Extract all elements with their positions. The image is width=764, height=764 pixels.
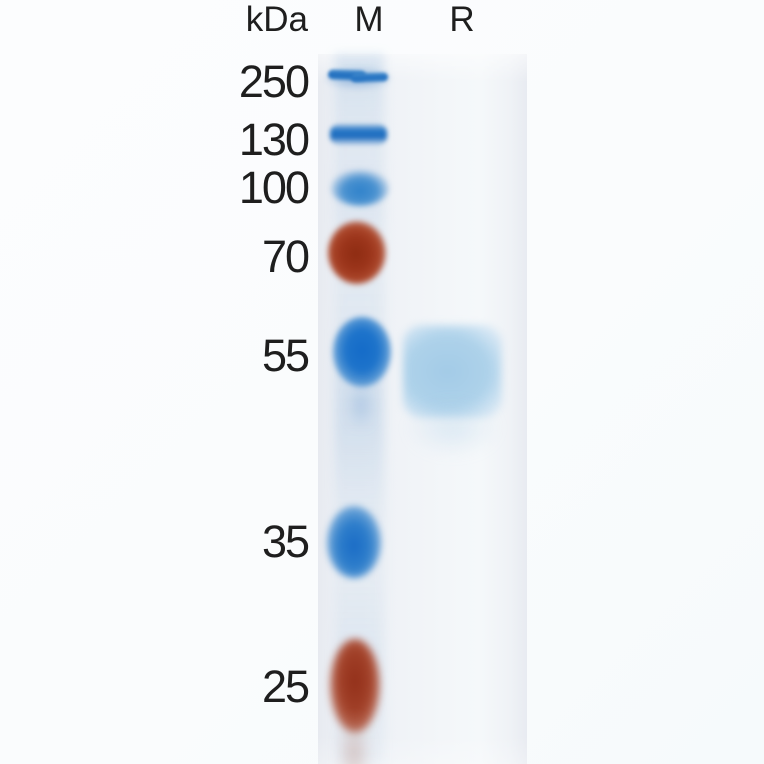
unit-label: kDa xyxy=(245,0,308,39)
sample-lane-label: R xyxy=(449,0,475,39)
marker-band-70 xyxy=(328,221,386,284)
marker-band-250-segment xyxy=(350,72,389,83)
mw-label-100: 100 xyxy=(238,162,310,213)
marker-lane-label: M xyxy=(354,0,384,39)
marker-band-35 xyxy=(327,506,381,578)
marker-lane-smear xyxy=(334,54,384,764)
sample-band xyxy=(403,325,502,418)
mw-label-250: 250 xyxy=(238,56,310,107)
marker-band-25-tail xyxy=(340,716,368,764)
marker-band-250-halo xyxy=(325,67,391,89)
marker-band-25 xyxy=(330,639,380,733)
mw-label-25: 25 xyxy=(261,661,310,712)
mw-label-130: 130 xyxy=(238,114,310,165)
mw-label-70: 70 xyxy=(261,231,310,282)
gel-strip xyxy=(318,54,527,764)
mw-label-55: 55 xyxy=(261,330,310,381)
mw-label-35: 35 xyxy=(261,516,310,567)
sample-band-tail xyxy=(411,404,495,452)
marker-band-130 xyxy=(330,124,387,145)
marker-band-55 xyxy=(333,317,391,387)
marker-band-55-tail xyxy=(347,382,375,428)
marker-band-100 xyxy=(331,170,389,206)
marker-band-250 xyxy=(327,69,367,81)
